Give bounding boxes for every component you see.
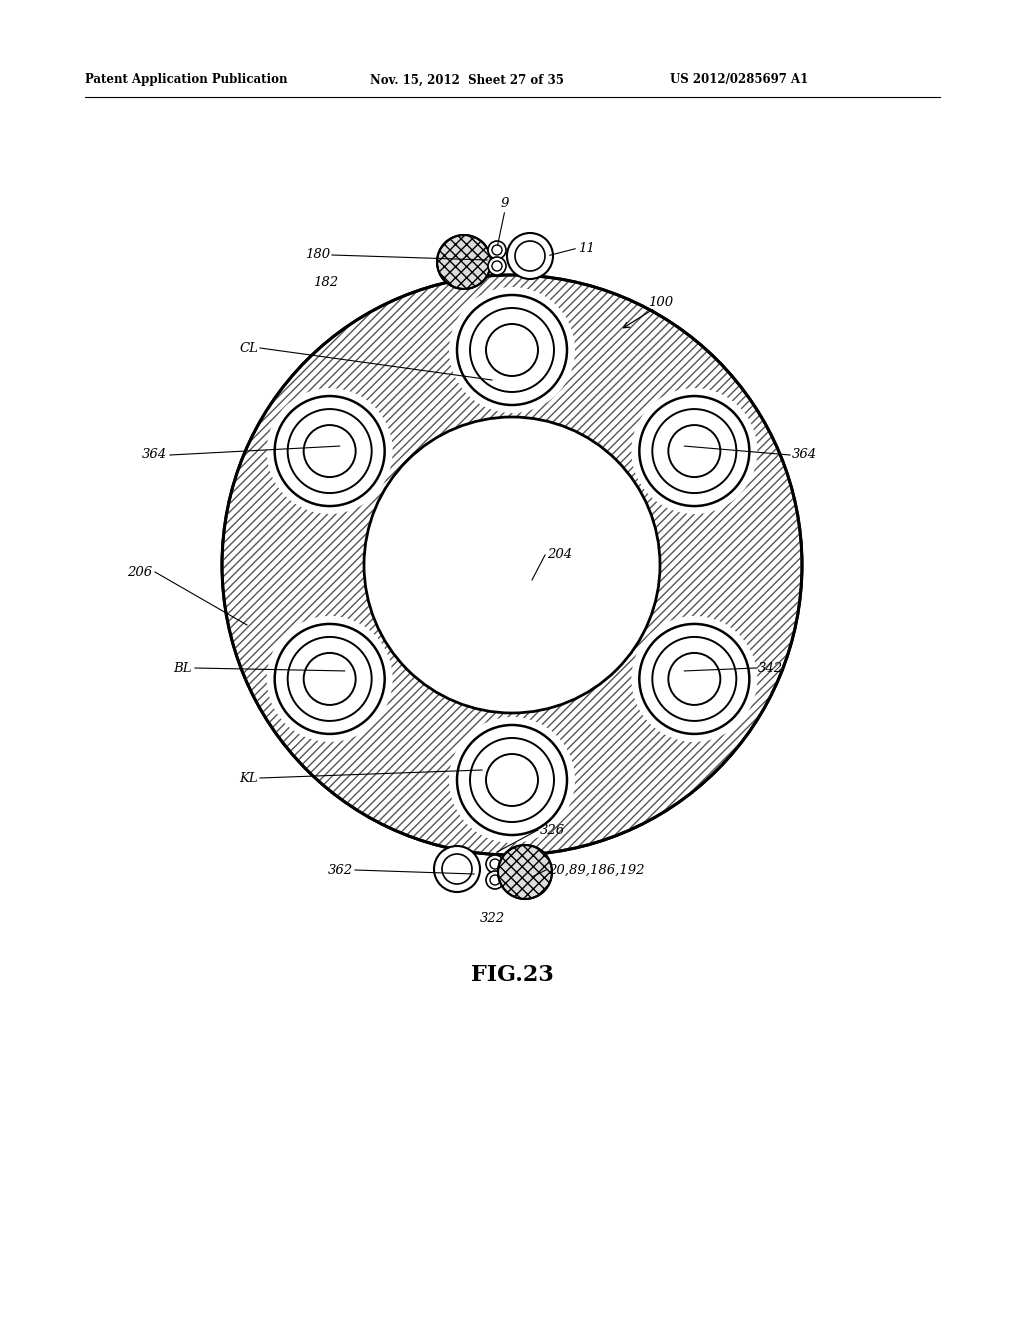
Text: 204: 204 xyxy=(547,549,572,561)
Text: 20,89,186,192: 20,89,186,192 xyxy=(548,863,644,876)
Circle shape xyxy=(632,388,758,513)
Text: 182: 182 xyxy=(313,276,338,289)
Text: BL: BL xyxy=(173,661,193,675)
Circle shape xyxy=(669,653,720,705)
Circle shape xyxy=(490,875,500,884)
Circle shape xyxy=(304,653,355,705)
Circle shape xyxy=(652,638,736,721)
Circle shape xyxy=(486,323,538,376)
Text: 362: 362 xyxy=(328,863,353,876)
Circle shape xyxy=(639,624,750,734)
Text: US 2012/0285697 A1: US 2012/0285697 A1 xyxy=(670,74,808,87)
Circle shape xyxy=(492,246,502,255)
Circle shape xyxy=(442,854,472,884)
Text: 322: 322 xyxy=(479,912,505,925)
Circle shape xyxy=(266,616,392,742)
Text: 9: 9 xyxy=(501,197,509,210)
Text: CL: CL xyxy=(240,342,258,355)
Text: 326: 326 xyxy=(540,824,565,837)
Circle shape xyxy=(486,855,504,873)
Circle shape xyxy=(434,846,480,892)
Text: 180: 180 xyxy=(305,248,330,261)
Circle shape xyxy=(274,624,385,734)
Circle shape xyxy=(652,409,736,494)
Circle shape xyxy=(288,638,372,721)
Text: 11: 11 xyxy=(578,242,595,255)
Circle shape xyxy=(632,616,758,742)
Text: 206: 206 xyxy=(127,565,152,578)
Circle shape xyxy=(470,738,554,822)
Text: 364: 364 xyxy=(792,449,817,462)
Circle shape xyxy=(364,417,660,713)
Circle shape xyxy=(486,754,538,807)
Circle shape xyxy=(449,717,575,843)
Circle shape xyxy=(492,261,502,271)
Circle shape xyxy=(486,871,504,888)
Circle shape xyxy=(507,234,553,279)
Text: Nov. 15, 2012  Sheet 27 of 35: Nov. 15, 2012 Sheet 27 of 35 xyxy=(370,74,564,87)
Circle shape xyxy=(488,242,506,259)
Circle shape xyxy=(470,308,554,392)
Circle shape xyxy=(449,286,575,413)
Circle shape xyxy=(457,725,567,836)
Text: FIG.23: FIG.23 xyxy=(471,964,553,986)
Text: 100: 100 xyxy=(648,297,673,309)
Text: 364: 364 xyxy=(142,449,167,462)
Circle shape xyxy=(437,235,490,289)
Circle shape xyxy=(639,396,750,506)
Circle shape xyxy=(498,845,552,899)
Circle shape xyxy=(515,242,545,271)
Circle shape xyxy=(222,275,802,855)
Circle shape xyxy=(304,425,355,477)
Circle shape xyxy=(274,396,385,506)
Text: KL: KL xyxy=(240,771,258,784)
Circle shape xyxy=(669,425,720,477)
Text: 342: 342 xyxy=(758,661,783,675)
Circle shape xyxy=(288,409,372,494)
Circle shape xyxy=(490,859,500,869)
Circle shape xyxy=(457,294,567,405)
Circle shape xyxy=(266,388,392,513)
Circle shape xyxy=(488,257,506,275)
Text: Patent Application Publication: Patent Application Publication xyxy=(85,74,288,87)
